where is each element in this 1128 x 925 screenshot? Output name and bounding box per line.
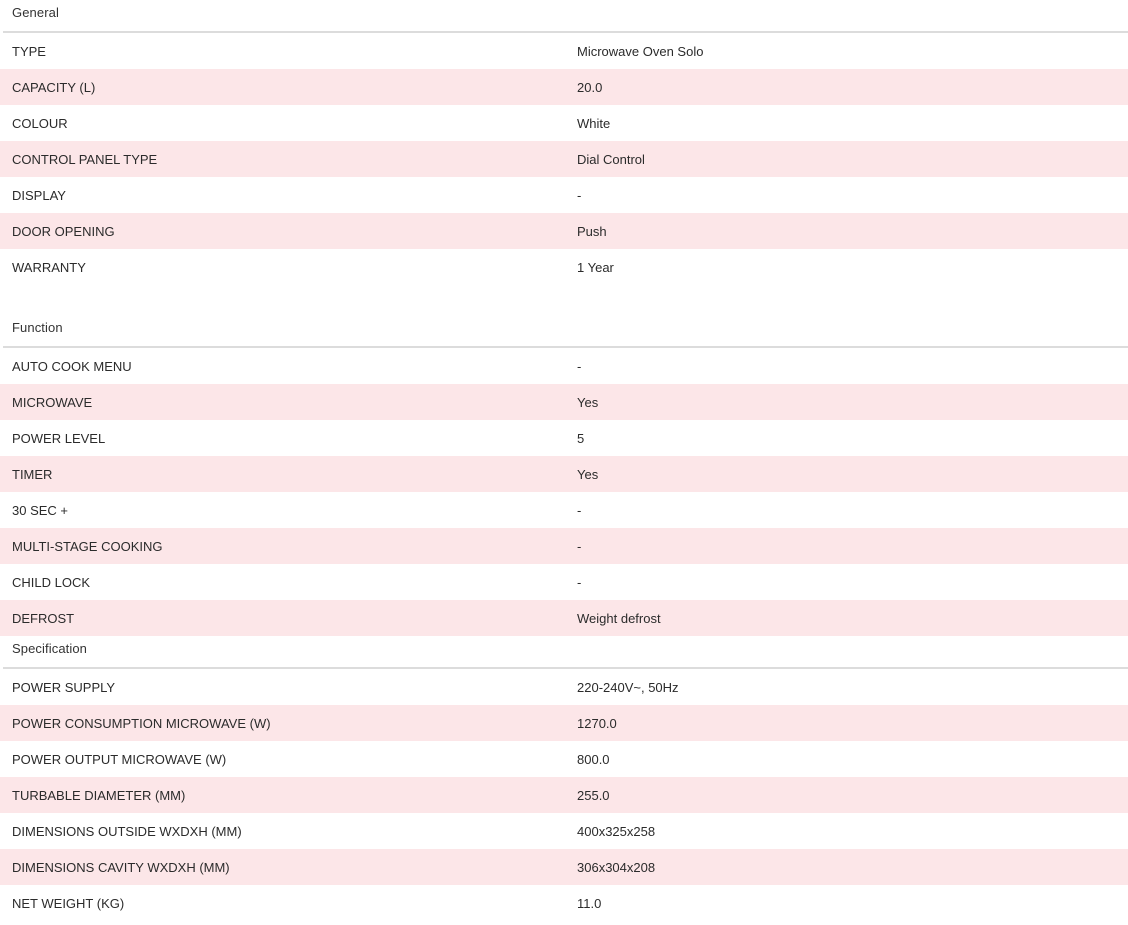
section-title: General	[12, 5, 59, 20]
spec-value: Microwave Oven Solo	[577, 43, 704, 59]
spec-key: TYPE	[12, 43, 46, 59]
spec-key: NET WEIGHT (KG)	[12, 895, 125, 911]
spec-section: General TYPE Microwave Oven Solo CAPACITY (…	[0, 0, 1128, 285]
spec-row-group: TYPE Microwave Oven Solo CAPACITY (L) 20.0 C…	[0, 33, 1128, 285]
spec-value: -	[577, 187, 582, 203]
spec-value: 306x304x208	[577, 859, 656, 875]
spec-key: DIMENSIONS CAVITY WXDXH (MM)	[12, 859, 230, 875]
spec-key: POWER LEVEL	[12, 430, 106, 446]
spec-value: White	[577, 115, 611, 131]
spec-key: CONTROL PANEL TYPE	[12, 151, 158, 167]
spec-row: CONTROL PANEL TYPE Dial Control	[0, 141, 1128, 177]
spec-value: 5	[577, 430, 585, 446]
section-title: Specification	[12, 641, 88, 656]
spec-row: DIMENSIONS CAVITY WXDXH (MM) 306x304x208	[0, 849, 1128, 885]
spec-value: 255.0	[577, 787, 610, 803]
section-divider	[3, 31, 1128, 33]
spec-section: Function AUTO COOK MENU - MICROWAVE Yes POWER…	[0, 315, 1128, 636]
spec-value: 220-240V~, 50Hz	[577, 679, 679, 695]
section-title: Function	[12, 320, 63, 335]
spec-key: POWER OUTPUT MICROWAVE (W)	[12, 751, 227, 767]
spec-value: 1 Year	[577, 259, 614, 275]
spec-row: POWER SUPPLY 220-240V~, 50Hz	[0, 669, 1128, 705]
spec-value: -	[577, 538, 582, 554]
spec-row: NET WEIGHT (KG) 11.0	[0, 885, 1128, 921]
spec-row: POWER CONSUMPTION MICROWAVE (W) 1270.0	[0, 705, 1128, 741]
spec-value: Weight defrost	[577, 610, 661, 626]
spec-value: 20.0	[577, 79, 603, 95]
spec-value: -	[577, 358, 582, 374]
spec-key: 30 SEC +	[12, 502, 69, 518]
spec-key: POWER SUPPLY	[12, 679, 116, 695]
spec-value: 400x325x258	[577, 823, 656, 839]
spec-value: 800.0	[577, 751, 610, 767]
spec-row: DIMENSIONS OUTSIDE WXDXH (MM) 400x325x258	[0, 813, 1128, 849]
spec-key: DISPLAY	[12, 187, 66, 203]
spec-row: MULTI-STAGE COOKING -	[0, 528, 1128, 564]
spec-row: DISPLAY -	[0, 177, 1128, 213]
spec-key: MULTI-STAGE COOKING	[12, 538, 163, 554]
spec-value: Dial Control	[577, 151, 645, 167]
spec-value: Push	[577, 223, 607, 239]
spec-key: MICROWAVE	[12, 394, 93, 410]
spec-key: CAPACITY (L)	[12, 79, 96, 95]
spec-key: DIMENSIONS OUTSIDE WXDXH (MM)	[12, 823, 242, 839]
spec-row: POWER LEVEL 5	[0, 420, 1128, 456]
spec-value: Yes	[577, 394, 599, 410]
spec-key: COLOUR	[12, 115, 68, 131]
spec-row-group: AUTO COOK MENU - MICROWAVE Yes POWER LEVEL 5 T…	[0, 348, 1128, 636]
spec-section: Specification POWER SUPPLY 220-240V~, 50Hz…	[0, 636, 1128, 921]
spec-row: DOOR OPENING Push	[0, 213, 1128, 249]
spec-key: DEFROST	[12, 610, 75, 626]
spec-key: CHILD LOCK	[12, 574, 91, 590]
spec-row: CAPACITY (L) 20.0	[0, 69, 1128, 105]
section-divider	[3, 346, 1128, 348]
spec-key: TIMER	[12, 466, 53, 482]
spec-key: TURBABLE DIAMETER (MM)	[12, 787, 186, 803]
spec-row: TYPE Microwave Oven Solo	[0, 33, 1128, 69]
section-spacer	[0, 285, 1128, 315]
spec-value: -	[577, 502, 582, 518]
spec-key: DOOR OPENING	[12, 223, 115, 239]
spec-row: WARRANTY 1 Year	[0, 249, 1128, 285]
spec-row: POWER OUTPUT MICROWAVE (W) 800.0	[0, 741, 1128, 777]
spec-row-group: POWER SUPPLY 220-240V~, 50Hz POWER CONSUMP…	[0, 669, 1128, 921]
spec-value: 1270.0	[577, 715, 617, 731]
spec-key: AUTO COOK MENU	[12, 358, 132, 374]
spec-row: TURBABLE DIAMETER (MM) 255.0	[0, 777, 1128, 813]
spec-value: 11.0	[577, 895, 602, 911]
spec-row: CHILD LOCK -	[0, 564, 1128, 600]
spec-key: POWER CONSUMPTION MICROWAVE (W)	[12, 715, 271, 731]
spec-row: COLOUR White	[0, 105, 1128, 141]
section-divider	[3, 667, 1128, 669]
spec-row: MICROWAVE Yes	[0, 384, 1128, 420]
spec-key: WARRANTY	[12, 259, 86, 275]
spec-row: TIMER Yes	[0, 456, 1128, 492]
spec-value: -	[577, 574, 582, 590]
spec-value: Yes	[577, 466, 599, 482]
spec-row: 30 SEC + -	[0, 492, 1128, 528]
spec-row: DEFROST Weight defrost	[0, 600, 1128, 636]
spec-row: AUTO COOK MENU -	[0, 348, 1128, 384]
